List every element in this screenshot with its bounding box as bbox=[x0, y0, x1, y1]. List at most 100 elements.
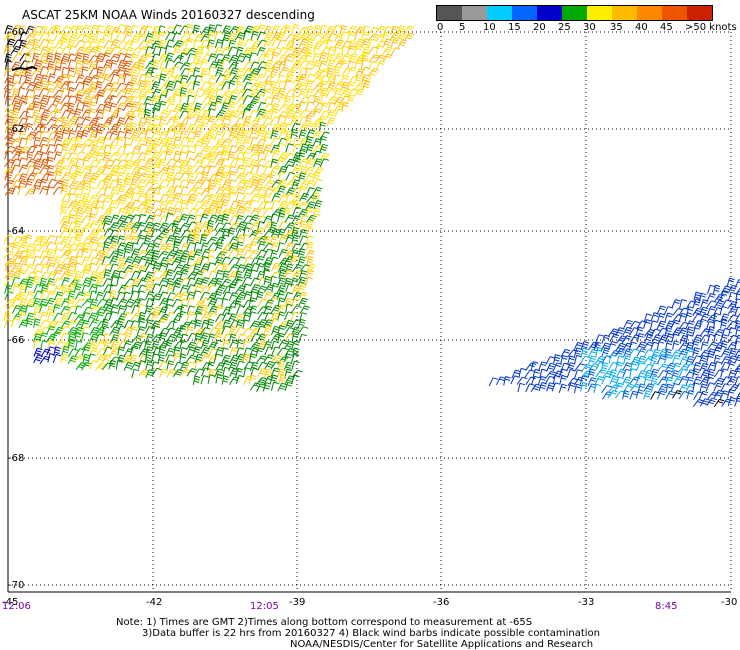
coastline bbox=[11, 65, 38, 71]
wind-barb bbox=[298, 283, 307, 293]
wind-barb bbox=[193, 39, 201, 50]
wind-barb bbox=[173, 150, 182, 160]
wind-barb bbox=[305, 263, 316, 273]
wind-barb bbox=[68, 228, 77, 238]
longitude-label: -42 bbox=[146, 597, 163, 608]
wind-barb bbox=[179, 87, 188, 97]
wind-barb bbox=[144, 80, 152, 90]
wind-barb bbox=[503, 376, 511, 386]
wind-barb bbox=[117, 74, 126, 84]
land-outline bbox=[11, 65, 38, 71]
wind-barb bbox=[734, 298, 740, 308]
wind-barb bbox=[145, 39, 155, 49]
wind-barb bbox=[227, 151, 236, 161]
wind-barb bbox=[172, 192, 182, 202]
wind-barb bbox=[192, 234, 201, 244]
wind-barb bbox=[123, 201, 135, 210]
wind-barb bbox=[734, 313, 740, 323]
wind-barb bbox=[186, 305, 195, 315]
wind-barb bbox=[269, 170, 277, 181]
wind-barb bbox=[158, 327, 170, 336]
legend-label: >50 knots bbox=[685, 22, 737, 33]
wind-barb bbox=[228, 236, 239, 245]
wind-barb bbox=[381, 46, 393, 55]
wind-barb bbox=[73, 108, 82, 118]
wind-barb bbox=[544, 370, 556, 379]
wind-barb bbox=[657, 363, 669, 372]
wind-barb bbox=[249, 277, 260, 287]
wind-barb bbox=[671, 349, 682, 358]
wind-barb bbox=[291, 179, 301, 189]
wind-barb bbox=[151, 340, 160, 351]
wind-barb bbox=[262, 136, 271, 146]
wind-barb bbox=[629, 390, 639, 400]
wind-barb bbox=[248, 159, 259, 168]
wind-barb bbox=[74, 214, 83, 225]
wind-barb bbox=[109, 326, 120, 336]
wind-barb bbox=[650, 312, 660, 322]
wind-barb bbox=[241, 122, 250, 132]
latitude-label: -62 bbox=[8, 124, 25, 135]
wind-barb bbox=[192, 346, 202, 356]
wind-barb bbox=[206, 151, 218, 160]
wind-barb bbox=[179, 263, 191, 273]
wind-barb bbox=[32, 158, 43, 167]
wind-barb bbox=[318, 60, 328, 70]
wind-barb bbox=[629, 320, 640, 330]
wind-barb bbox=[368, 60, 377, 71]
wind-barb bbox=[305, 269, 314, 280]
wind-barb bbox=[194, 172, 204, 181]
wind-barb bbox=[249, 341, 261, 350]
wind-barb bbox=[290, 353, 300, 364]
wind-barb bbox=[643, 369, 654, 379]
wind-barb bbox=[671, 362, 682, 372]
wind-barb bbox=[291, 264, 303, 273]
wind-barb bbox=[53, 32, 64, 42]
wind-barb bbox=[53, 285, 63, 295]
wind-barb bbox=[250, 136, 259, 147]
wind-barb bbox=[194, 353, 204, 363]
wind-barb bbox=[728, 327, 736, 337]
wind-barb bbox=[67, 339, 76, 349]
wind-barb bbox=[130, 263, 140, 273]
wind-barb bbox=[103, 305, 114, 314]
wind-barb bbox=[284, 263, 294, 273]
wind-barb bbox=[629, 368, 637, 378]
wind-barb bbox=[277, 332, 285, 343]
wind-barb bbox=[291, 284, 301, 294]
wind-barb bbox=[236, 241, 244, 251]
wind-barb bbox=[31, 165, 41, 175]
wind-barb bbox=[96, 24, 105, 35]
wind-barb bbox=[538, 382, 547, 392]
wind-barb bbox=[185, 165, 195, 175]
legend-swatch bbox=[687, 6, 712, 20]
wind-barb bbox=[206, 284, 217, 294]
wind-barb bbox=[123, 137, 132, 147]
wind-barb bbox=[637, 355, 647, 365]
wind-barb bbox=[129, 346, 139, 357]
wind-barb bbox=[594, 355, 606, 365]
wind-barb bbox=[45, 235, 56, 244]
wind-barb bbox=[215, 374, 223, 384]
wind-barb bbox=[235, 74, 245, 84]
wind-barb bbox=[39, 277, 48, 288]
wind-barb bbox=[17, 185, 26, 196]
wind-barb bbox=[66, 80, 75, 91]
wind-barb bbox=[304, 60, 315, 70]
wind-barb bbox=[235, 319, 245, 329]
wind-barb bbox=[207, 255, 215, 265]
wind-barb bbox=[87, 139, 99, 148]
wind-barb bbox=[601, 385, 612, 394]
wind-barb bbox=[600, 362, 609, 372]
legend-label: 40 bbox=[635, 22, 648, 33]
wind-barb bbox=[117, 325, 126, 335]
wind-barb bbox=[201, 109, 211, 120]
wind-barb bbox=[270, 129, 279, 140]
wind-barb bbox=[235, 129, 245, 139]
wind-barb bbox=[26, 145, 38, 154]
wind-barb bbox=[236, 199, 245, 210]
wind-barb bbox=[276, 290, 286, 300]
wind-barb bbox=[255, 81, 265, 91]
wind-barb bbox=[123, 73, 131, 83]
wind-barb bbox=[193, 249, 203, 258]
